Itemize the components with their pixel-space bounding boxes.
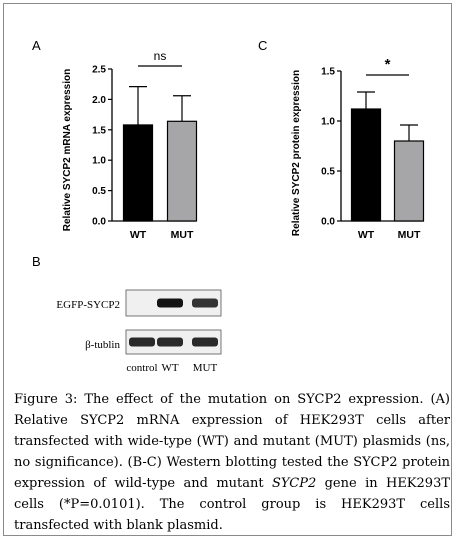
y-tick-label: 2.5 bbox=[92, 65, 106, 76]
y-axis-label-c: Relative SYCP2 protein expression bbox=[291, 70, 302, 236]
bar-wt bbox=[122, 124, 154, 222]
y-tick-label: 1.5 bbox=[92, 125, 106, 136]
y-tick-label: 1.5 bbox=[321, 67, 335, 78]
y-tick-label: 2.0 bbox=[92, 95, 106, 106]
y-tick-label: 1.0 bbox=[92, 156, 106, 167]
x-tick-label-wt: WT bbox=[358, 229, 375, 241]
bar-mut bbox=[393, 140, 425, 222]
caption-gene-name: SYCP2 bbox=[271, 476, 317, 491]
figure-panels: A Relative SYCP2 mRNA expression 0.0 0.5 1… bbox=[32, 38, 425, 374]
y-tick-label: 0.5 bbox=[321, 167, 335, 178]
chart-panel-c: C Relative SYCP2 protein expression 0.0 0… bbox=[258, 38, 425, 241]
panel-label-b: B bbox=[32, 254, 41, 269]
blot-lane-label-mut: MUT bbox=[193, 362, 218, 374]
y-tick-label: 0.0 bbox=[92, 217, 106, 228]
figure-caption: Figure 3: The effect of the mutation on … bbox=[14, 389, 450, 536]
bar-mut bbox=[166, 120, 198, 222]
western-blot-panel-b: B EGFP-SYCP2 β-tublin control WT MUT bbox=[32, 254, 222, 374]
significance-label-c: * bbox=[385, 56, 391, 73]
chart-panel-a: A Relative SYCP2 mRNA expression 0.0 0.5 1… bbox=[32, 38, 198, 241]
caption-text-1: Figure 3: The effect of the mutation on … bbox=[14, 392, 450, 491]
blot-band bbox=[157, 298, 183, 308]
blot-row-label-egfp-sycp2: EGFP-SYCP2 bbox=[56, 299, 120, 311]
blot-lane-label-wt: WT bbox=[161, 362, 178, 374]
bar-wt bbox=[350, 108, 382, 222]
figure-frame: A Relative SYCP2 mRNA expression 0.0 0.5 1… bbox=[3, 3, 452, 536]
panel-label-a: A bbox=[32, 38, 41, 53]
blot-band bbox=[192, 337, 218, 347]
caption-text-2: gene in HEK293T cells (*P=0.0101). The c… bbox=[14, 476, 451, 533]
significance-label-a: ns bbox=[154, 49, 167, 63]
x-tick-label-mut: MUT bbox=[398, 229, 421, 241]
blot-row-label-beta-tublin: β-tublin bbox=[85, 339, 120, 351]
y-tick-label: 0.0 bbox=[321, 217, 335, 228]
blot-band bbox=[129, 337, 155, 347]
y-axis-label-a: Relative SYCP2 mRNA expression bbox=[62, 69, 73, 231]
x-tick-label-mut: MUT bbox=[171, 229, 194, 241]
blot-band bbox=[157, 337, 183, 347]
blot-lane-label-control: control bbox=[126, 362, 157, 374]
panel-label-c: C bbox=[258, 38, 267, 53]
x-tick-label-wt: WT bbox=[130, 229, 147, 241]
y-tick-label: 0.5 bbox=[92, 186, 106, 197]
blot-band bbox=[192, 298, 218, 308]
y-tick-label: 1.0 bbox=[321, 117, 335, 128]
